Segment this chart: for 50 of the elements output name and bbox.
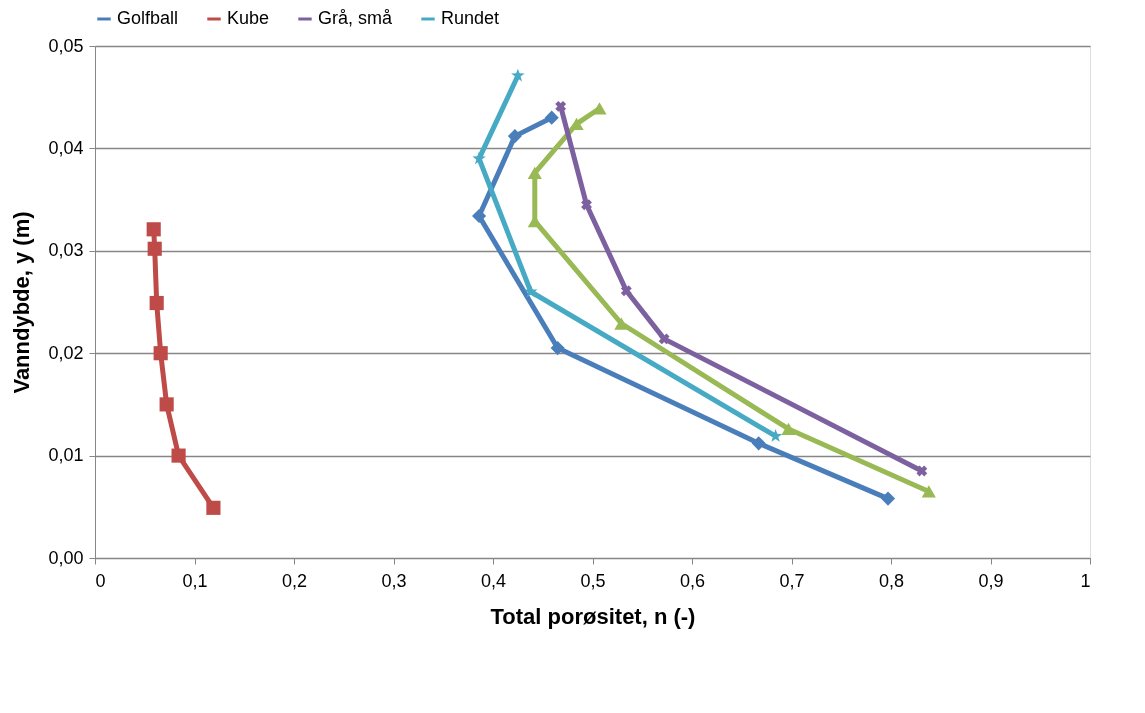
point [146, 222, 161, 237]
x-tick-label: 0,5 [580, 570, 606, 591]
point [569, 117, 584, 130]
point [472, 151, 486, 165]
legend-label: Grå, små [318, 8, 393, 28]
point [581, 199, 592, 211]
x-tick-label: 0 [95, 570, 106, 591]
x-tick-label: 0,7 [779, 570, 805, 591]
point [555, 100, 567, 112]
x-tick-label: 0,4 [480, 570, 507, 591]
point [171, 448, 186, 463]
point [544, 110, 559, 125]
point [472, 208, 487, 224]
point [614, 317, 629, 330]
x-tick-label: 0,3 [381, 570, 407, 591]
x-tick-label: 0,6 [679, 570, 706, 591]
legend-label: Golfball [117, 8, 179, 28]
point [153, 346, 168, 361]
point [781, 422, 796, 436]
y-tick-label: 0,05 [48, 35, 84, 56]
y-axis-title: Vanndybde, y (m) [9, 211, 35, 394]
y-tick-label: 0,01 [48, 445, 84, 466]
y-tick-label: 0,03 [48, 240, 84, 261]
point [592, 102, 607, 115]
point [159, 397, 174, 412]
point [511, 68, 525, 82]
point [206, 500, 221, 515]
point [658, 333, 670, 345]
x-tick-label: 0,1 [182, 570, 208, 591]
point [620, 285, 632, 297]
point [880, 491, 896, 506]
point [921, 485, 936, 498]
point [527, 166, 542, 180]
y-tick-label: 0,02 [48, 342, 84, 363]
point [524, 284, 538, 298]
point [507, 129, 522, 144]
x-tick-label: 0,2 [281, 570, 308, 591]
point [149, 295, 164, 311]
y-tick-label: 0,00 [48, 547, 84, 568]
legend-label: Kube [227, 8, 270, 28]
point [916, 465, 928, 477]
y-tick-label: 0,04 [48, 137, 84, 158]
x-tick-label: 0,8 [878, 570, 905, 591]
legend-label: Rundet [441, 8, 500, 28]
x-axis-title: Total porøsitet, n (-) [490, 603, 696, 629]
x-tick-label: 1 [1080, 570, 1091, 591]
point [550, 341, 565, 356]
point [147, 241, 162, 256]
x-tick-label: 0,9 [978, 570, 1004, 591]
point [751, 436, 766, 451]
